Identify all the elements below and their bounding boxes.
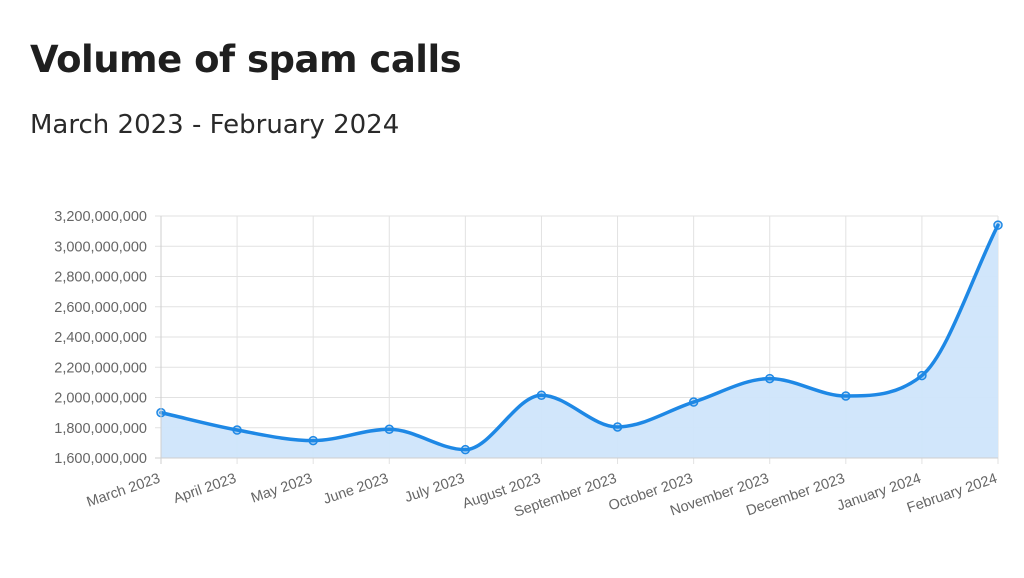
y-tick-label: 2,600,000,000 [54, 300, 147, 316]
data-point [308, 435, 318, 446]
chart-area-layer [159, 223, 1000, 458]
y-axis: 1,600,000,000 1,800,000,000 2,000,000,000 2… [54, 209, 162, 467]
data-point [917, 370, 927, 381]
y-tick-label: 1,600,000,000 [54, 451, 147, 467]
x-tick-label: March 2023 [85, 471, 163, 511]
x-tick-label: May 2023 [249, 471, 314, 507]
data-point [688, 397, 699, 407]
data-point [536, 390, 547, 400]
x-tick-label: June 2023 [321, 471, 390, 508]
data-point [460, 444, 471, 455]
series-area-fill [161, 225, 998, 458]
data-point [841, 391, 851, 401]
y-tick-label: 3,200,000,000 [54, 209, 147, 225]
data-point [764, 373, 775, 384]
y-tick-label: 3,000,000,000 [54, 239, 147, 255]
chart-title: Volume of spam calls [30, 38, 462, 81]
data-point [232, 425, 242, 435]
x-tick-label: July 2023 [403, 471, 467, 506]
y-tick-label: 2,000,000,000 [54, 391, 147, 407]
chart-subtitle: March 2023 - February 2024 [30, 110, 400, 140]
x-axis: March 2023 April 2023 May 2023 June 2023 Jul… [85, 457, 999, 521]
data-point [993, 220, 1003, 230]
series-line [159, 223, 1000, 452]
y-tick-label: 2,200,000,000 [54, 360, 147, 376]
y-tick-label: 1,800,000,000 [54, 421, 147, 437]
data-point [384, 424, 395, 435]
y-tick-label: 2,800,000,000 [54, 270, 147, 286]
y-tick-label: 2,400,000,000 [54, 330, 147, 346]
x-tick-label: April 2023 [171, 471, 238, 507]
data-point [612, 422, 623, 432]
